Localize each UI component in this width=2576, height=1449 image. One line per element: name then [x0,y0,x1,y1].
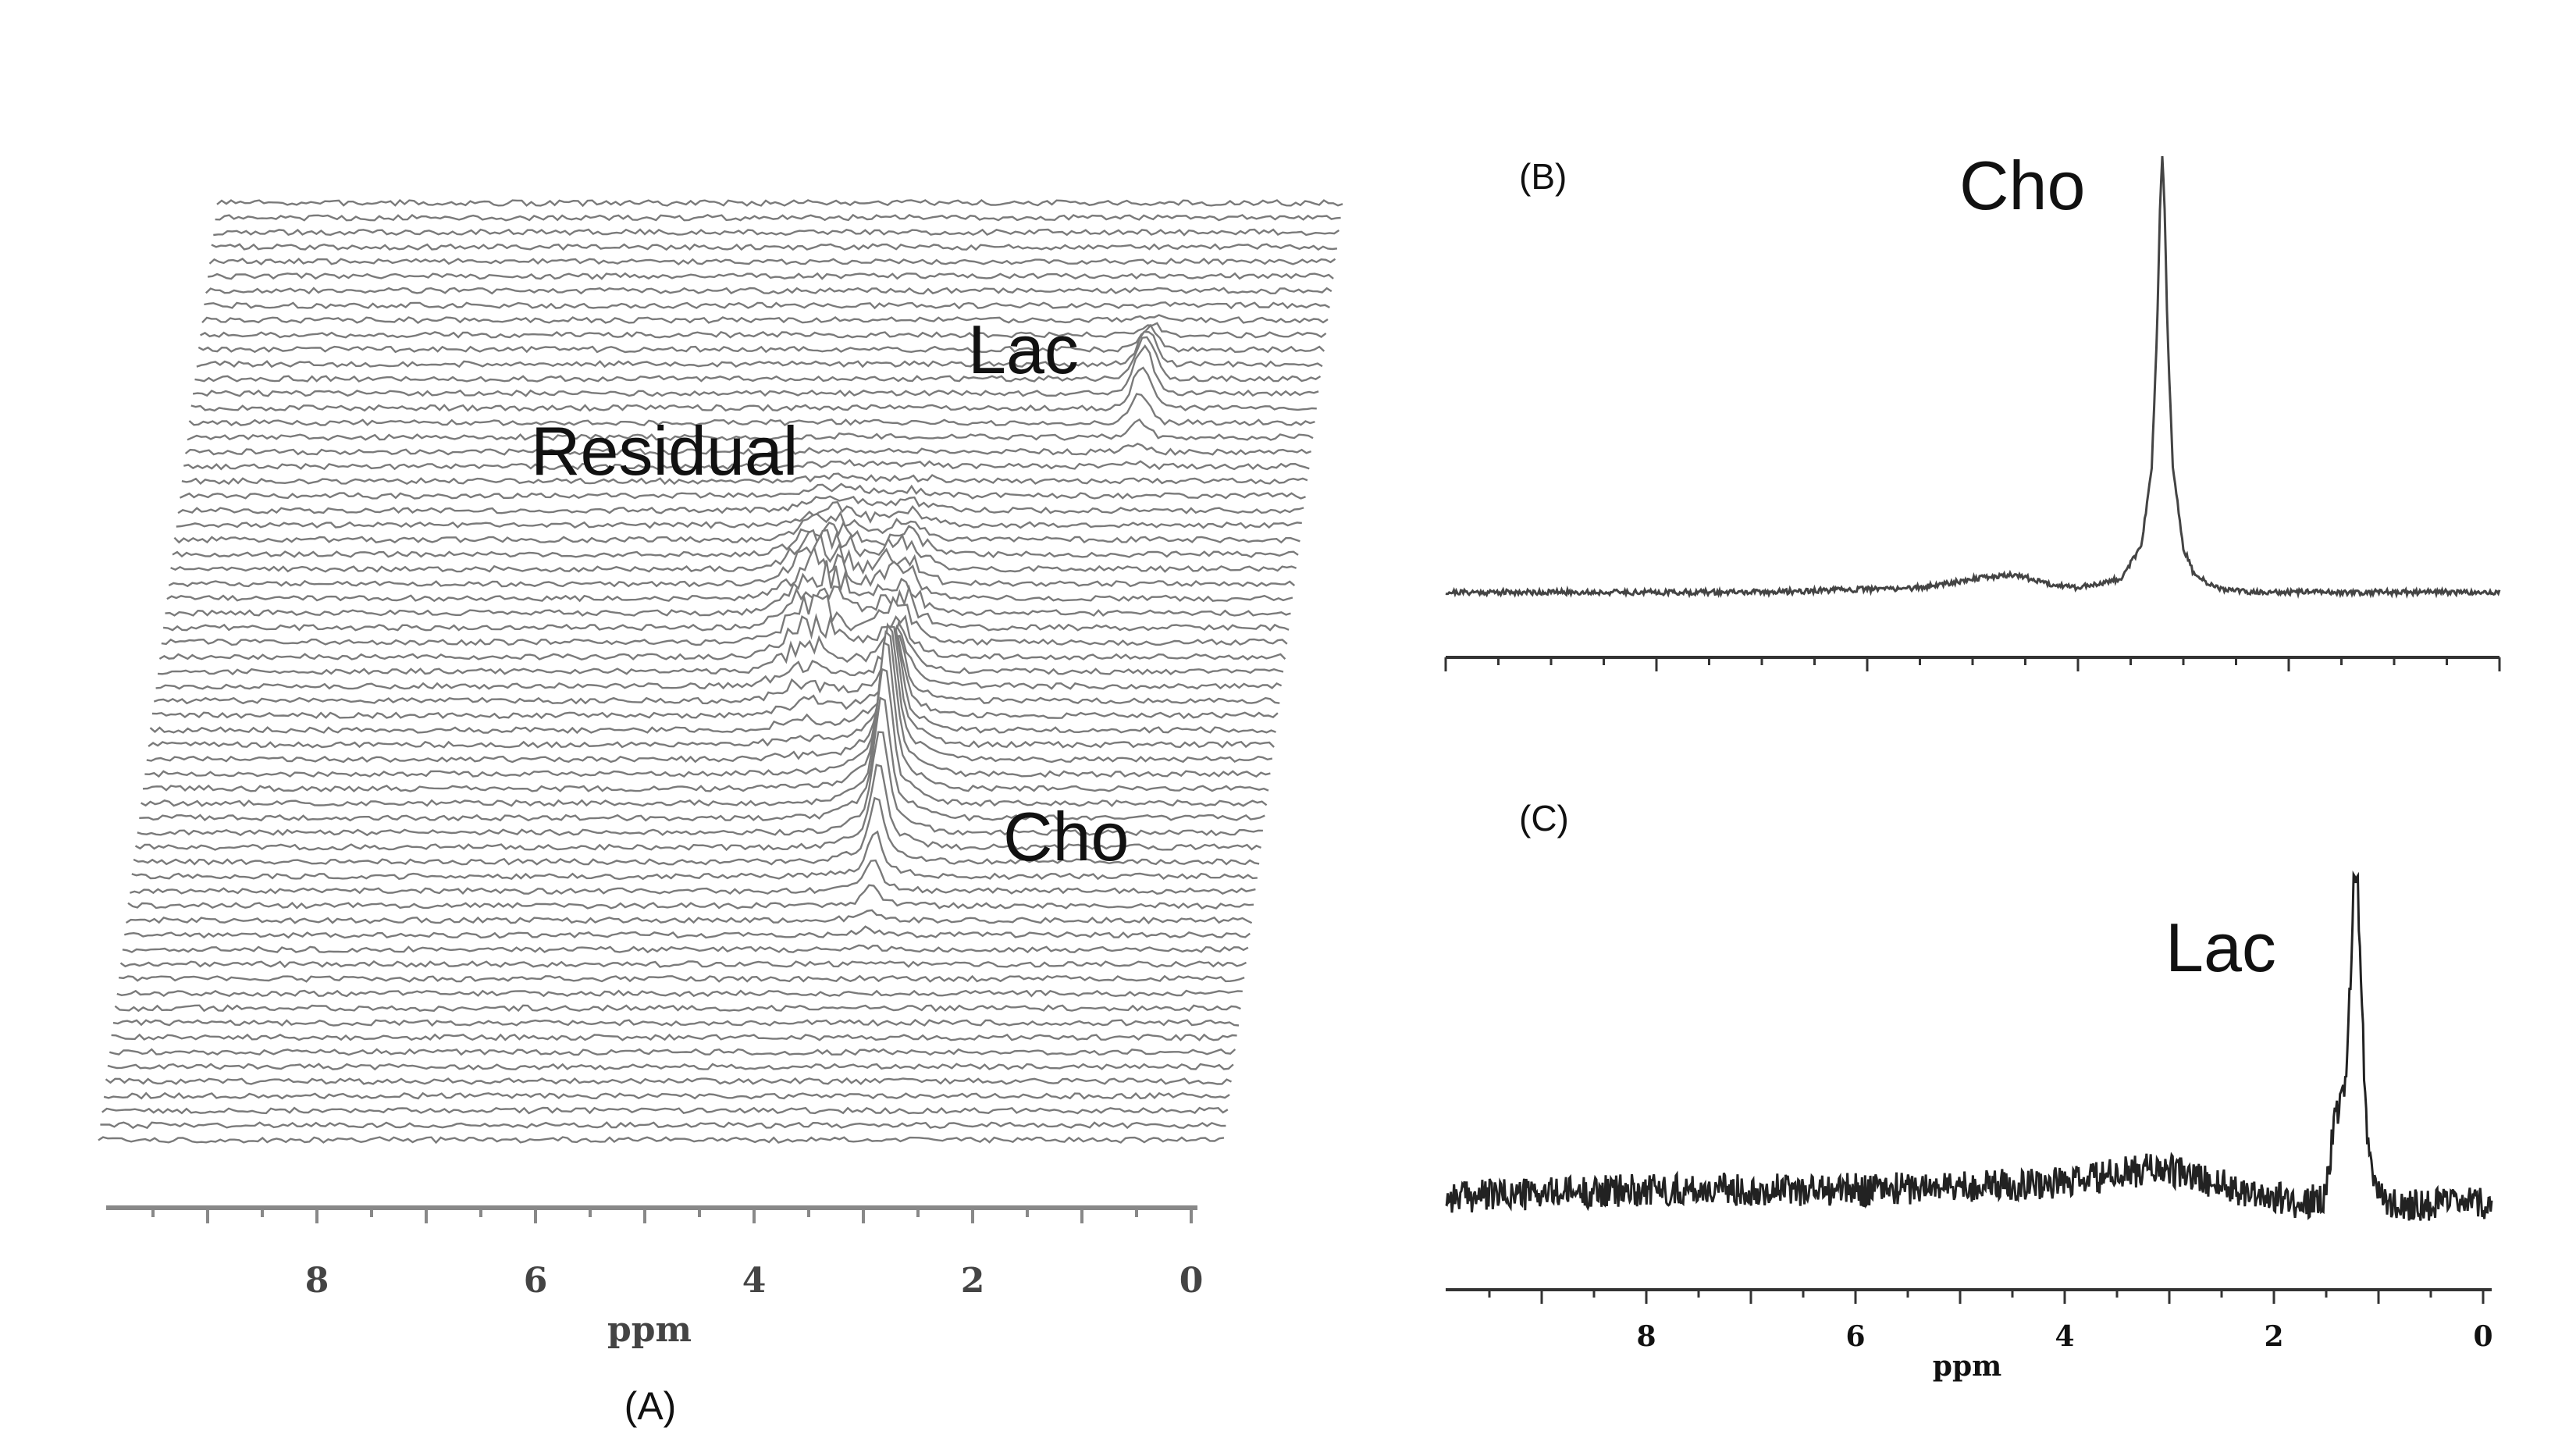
stacked-spectrum-line [181,472,1308,486]
panel-c-label: (C) [1519,798,1569,838]
stacked-spectrum-line [188,393,1315,427]
panel-c-ticks [1488,1290,2485,1304]
stacked-spectrum-line [149,628,1276,735]
panel-b-label: (B) [1519,156,1567,197]
panel-a-tick-label: 2 [961,1261,985,1301]
panel-a-tick-label: 0 [1179,1261,1204,1301]
annotation-cho-a: Cho [1003,798,1129,875]
stacked-spectrum-line [112,1018,1240,1027]
stacked-spectrum-line [166,544,1293,603]
stacked-spectrum-line [213,228,1340,237]
panel-c-tick-label: 0 [2473,1320,2492,1353]
stacked-spectrum-line [190,366,1317,412]
stacked-spectrum-line [205,287,1332,295]
panel-c-tick-label: 4 [2055,1320,2074,1353]
annotation-cho-b: Cho [1959,147,2085,224]
stacked-spectrum-line [146,622,1273,764]
stacked-spectrum-line [157,620,1284,676]
stacked-spectrum-line [130,859,1256,895]
stacked-spectrum-line [100,1121,1226,1130]
panel-a-tick-label: 8 [305,1261,329,1301]
stacked-spectrum-line [216,198,1343,208]
stacked-spectrum-line [176,500,1302,529]
stacked-spectrum-line [98,1136,1225,1145]
stacked-spectrum-line [177,495,1304,514]
panel-a-tick-label: 4 [742,1261,767,1301]
panel-a-x-axis-label: ppm [607,1310,692,1350]
stacked-spectrum-line [192,344,1319,397]
panel-a-label: (A) [624,1384,677,1428]
panel-c-spectrum: (C) Lac 8 6 4 2 0 ppm [1445,798,2493,1383]
annotation-lac-c: Lac [2165,909,2276,986]
stacked-spectrum-line [133,796,1260,866]
stacked-spectrum-line [153,634,1280,705]
stacked-spectra-lines [98,198,1343,1145]
stacked-spectrum-line [201,314,1329,324]
stacked-spectrum-line [151,630,1279,720]
stacked-spectrum-line [144,629,1271,778]
panel-b-spectrum: (B) Cho [1444,147,2501,671]
stacked-spectrum-line [101,1106,1229,1115]
stacked-spectrum-line [165,560,1291,617]
stacked-spectrum-line [125,909,1253,924]
stacked-spectrum-line [161,593,1288,646]
stacked-spectrum-line [155,624,1283,690]
stacked-spectrum-line [134,764,1261,852]
stacked-spectrum-line [148,625,1275,749]
stacked-spectrum-line [162,584,1290,632]
panel-a-tick-label: 6 [524,1261,548,1301]
stacked-spectrum-line [180,482,1306,500]
annotation-residual: Residual [531,412,798,490]
stacked-spectrum-line [196,330,1323,368]
stacked-spectrum-line [105,1077,1233,1086]
stacked-spectrum-line [211,243,1338,251]
panel-c-tick-label: 2 [2264,1320,2283,1353]
stacked-spectrum-line [119,960,1247,969]
stacked-spectrum-line [122,944,1249,954]
stacked-spectrum-line [197,323,1325,354]
stacked-spectrum-line [114,1004,1241,1013]
stacked-spectrum-line [187,418,1314,441]
stacked-spectrum-line [207,272,1334,280]
stacked-spectrum-line [116,989,1243,998]
stacked-spectrum-line [183,458,1310,471]
stacked-spectrum-line [142,641,1269,792]
stacked-spectrum-line [127,884,1254,910]
panel-b-series-line [1445,156,2501,600]
panel-c-tick-label: 6 [1845,1320,1865,1353]
stacked-spectrum-line [103,1091,1230,1100]
panel-b-ticks [1444,657,2501,671]
stacked-spectrum-line [194,336,1322,383]
stacked-spectrum-line [137,731,1263,837]
stacked-spectrum-line [131,830,1258,881]
stacked-spectrum-line [204,301,1330,310]
stacked-spectrum-line [184,442,1312,456]
stacked-spectrum-line [109,1048,1236,1056]
stacked-spectrum-line [172,521,1299,559]
panel-c-series-line [1445,870,2493,1221]
stacked-spectrum-line [139,696,1265,822]
stacked-spectrum-line [200,322,1327,339]
stacked-spectrum-line [158,613,1286,661]
panel-c-tick-label: 8 [1636,1320,1656,1353]
stacked-spectrum-line [111,1033,1237,1041]
stacked-spectrum-line [124,925,1251,939]
stacked-spectrum-line [107,1063,1234,1071]
stacked-spectrum-line [118,974,1245,983]
annotation-lac-a: Lac [968,311,1079,388]
stacked-spectrum-line [208,257,1336,266]
stacked-spectrum-line [168,532,1296,588]
stacked-spectrum-line [141,668,1268,807]
stacked-spectrum-line [170,529,1297,573]
stacked-spectrum-line [173,511,1300,544]
panel-c-x-axis-label: ppm [1933,1350,2001,1383]
stacked-spectrum-line [215,213,1341,222]
panel-a-ticks [151,1208,1193,1223]
panel-a-stacked-spectra: 8 6 4 2 0 ppm (A) Lac Residual Cho [98,198,1343,1428]
